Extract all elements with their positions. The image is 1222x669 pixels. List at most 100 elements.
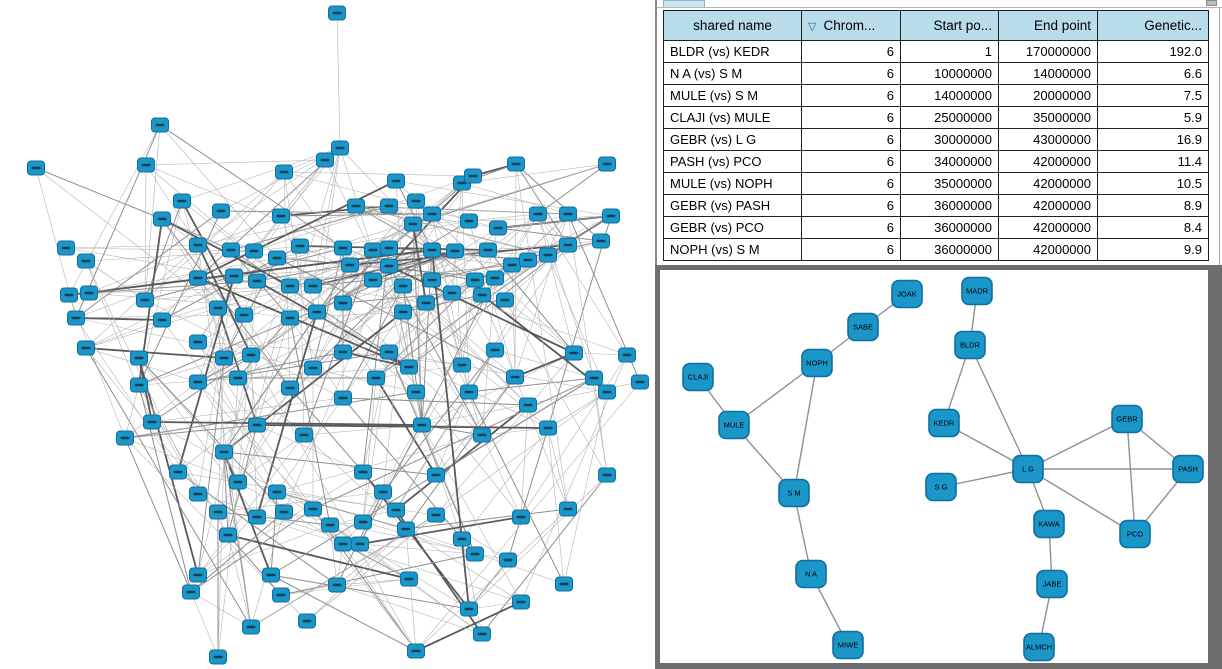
hairball-node[interactable]: [466, 272, 484, 288]
table-cell[interactable]: 5.9: [1097, 106, 1209, 129]
hairball-node[interactable]: [137, 157, 155, 173]
table-cell[interactable]: 36000000: [900, 216, 999, 239]
column-header-end-point[interactable]: End point: [998, 10, 1098, 41]
table-cell[interactable]: 35000000: [998, 106, 1098, 129]
hairball-node[interactable]: [631, 374, 649, 390]
network-node-PASH[interactable]: PASH: [1172, 454, 1204, 484]
hairball-node[interactable]: [291, 238, 309, 254]
hairball-node[interactable]: [460, 601, 478, 617]
network-node-KEDR[interactable]: KEDR: [928, 408, 960, 438]
table-cell[interactable]: 8.4: [1097, 216, 1209, 239]
network-node-JOAK[interactable]: JOAK: [891, 279, 923, 309]
hairball-node[interactable]: [189, 334, 207, 350]
network-node-MIWE[interactable]: MIWE: [832, 630, 864, 660]
column-header-chrom-[interactable]: ▽ Chrom...: [801, 10, 901, 41]
hairball-node[interactable]: [559, 237, 577, 253]
hairball-node[interactable]: [334, 240, 352, 256]
network-node-NOPH[interactable]: NOPH: [801, 348, 833, 378]
table-cell[interactable]: 25000000: [900, 106, 999, 129]
hairball-node[interactable]: [380, 240, 398, 256]
hairball-node[interactable]: [334, 390, 352, 406]
hairball-node[interactable]: [235, 307, 253, 323]
main-network-view[interactable]: [0, 0, 655, 669]
hairball-node[interactable]: [486, 342, 504, 358]
hairball-node[interactable]: [130, 377, 148, 393]
network-edge-BLDR-L-G[interactable]: [969, 344, 1029, 470]
hairball-node[interactable]: [225, 268, 243, 284]
network-node-MADR[interactable]: MADR: [961, 276, 993, 306]
hairball-node[interactable]: [407, 384, 425, 400]
hairball-node[interactable]: [281, 380, 299, 396]
table-cell[interactable]: 10000000: [900, 62, 999, 85]
hairball-node[interactable]: [423, 272, 441, 288]
hairball-node[interactable]: [189, 237, 207, 253]
hairball-node[interactable]: [598, 384, 616, 400]
table-cell[interactable]: 10.5: [1097, 172, 1209, 195]
hairball-node[interactable]: [334, 344, 352, 360]
hairball-node[interactable]: [272, 208, 290, 224]
hairball-node[interactable]: [413, 417, 431, 433]
hairball-node[interactable]: [427, 507, 445, 523]
table-row[interactable]: PASH (vs) PCO 6 34000000 42000000 11.4: [663, 150, 1209, 173]
hairball-node[interactable]: [341, 257, 359, 273]
hairball-node[interactable]: [328, 577, 346, 593]
hairball-node[interactable]: [304, 501, 322, 517]
hairball-node[interactable]: [473, 626, 491, 642]
table-row[interactable]: N A (vs) S M 6 10000000 14000000 6.6: [663, 62, 1209, 85]
table-cell[interactable]: MULE (vs) NOPH: [663, 172, 802, 195]
table-cell[interactable]: 6: [801, 238, 901, 261]
hairball-node[interactable]: [512, 509, 530, 525]
table-cell[interactable]: 14000000: [998, 62, 1098, 85]
hairball-node[interactable]: [400, 359, 418, 375]
table-cell[interactable]: 30000000: [900, 128, 999, 151]
table-row[interactable]: CLAJI (vs) MULE 6 25000000 35000000 5.9: [663, 106, 1209, 129]
hairball-node[interactable]: [281, 310, 299, 326]
table-cell[interactable]: 6: [801, 150, 901, 173]
hairball-node[interactable]: [215, 350, 233, 366]
overview-network-canvas[interactable]: JOAK MADR SABE BLDR NOPH CLAJI MULE KEDR GEBR L G…: [660, 270, 1208, 663]
hairball-node[interactable]: [248, 417, 266, 433]
column-header-start-po-[interactable]: Start po...: [900, 10, 999, 41]
hairball-node[interactable]: [602, 208, 620, 224]
hairball-node[interactable]: [304, 278, 322, 294]
column-header-genetic-[interactable]: Genetic...: [1097, 10, 1209, 41]
table-cell[interactable]: 9.9: [1097, 238, 1209, 261]
hairball-node[interactable]: [394, 304, 412, 320]
hairball-node[interactable]: [618, 347, 636, 363]
hairball-node[interactable]: [304, 360, 322, 376]
hairball-node[interactable]: [143, 414, 161, 430]
hairball-node[interactable]: [453, 357, 471, 373]
hairball-node[interactable]: [169, 464, 187, 480]
hairball-node[interactable]: [316, 152, 334, 168]
hairball-node[interactable]: [519, 397, 537, 413]
column-header-shared-name[interactable]: shared name: [663, 10, 802, 41]
hairball-node[interactable]: [347, 198, 365, 214]
hairball-node[interactable]: [182, 584, 200, 600]
hairball-node[interactable]: [242, 619, 260, 635]
table-cell[interactable]: 6: [801, 128, 901, 151]
hairball-node[interactable]: [489, 220, 507, 236]
table-cell[interactable]: 6: [801, 40, 901, 63]
hairball-node[interactable]: [394, 278, 412, 294]
hairball-node[interactable]: [153, 211, 171, 227]
hairball-node[interactable]: [400, 571, 418, 587]
hairball-node[interactable]: [354, 514, 372, 530]
hairball-node[interactable]: [460, 213, 478, 229]
hairball-node[interactable]: [529, 206, 547, 222]
hairball-node[interactable]: [427, 467, 445, 483]
hairball-node[interactable]: [464, 168, 482, 184]
table-row[interactable]: MULE (vs) NOPH 6 35000000 42000000 10.5: [663, 172, 1209, 195]
hairball-node[interactable]: [222, 242, 240, 258]
table-cell[interactable]: CLAJI (vs) MULE: [663, 106, 802, 129]
hairball-node[interactable]: [298, 613, 316, 629]
table-cell[interactable]: 36000000: [900, 194, 999, 217]
table-cell[interactable]: 11.4: [1097, 150, 1209, 173]
hairball-node[interactable]: [453, 531, 471, 547]
hairball-node[interactable]: [116, 430, 134, 446]
table-cell[interactable]: 42000000: [998, 238, 1098, 261]
hairball-node[interactable]: [209, 504, 227, 520]
network-node-MULE[interactable]: MULE: [718, 410, 750, 440]
network-edge-NOPH-S-M[interactable]: [793, 362, 818, 494]
hairball-node[interactable]: [443, 285, 461, 301]
hairball-node[interactable]: [499, 552, 517, 568]
